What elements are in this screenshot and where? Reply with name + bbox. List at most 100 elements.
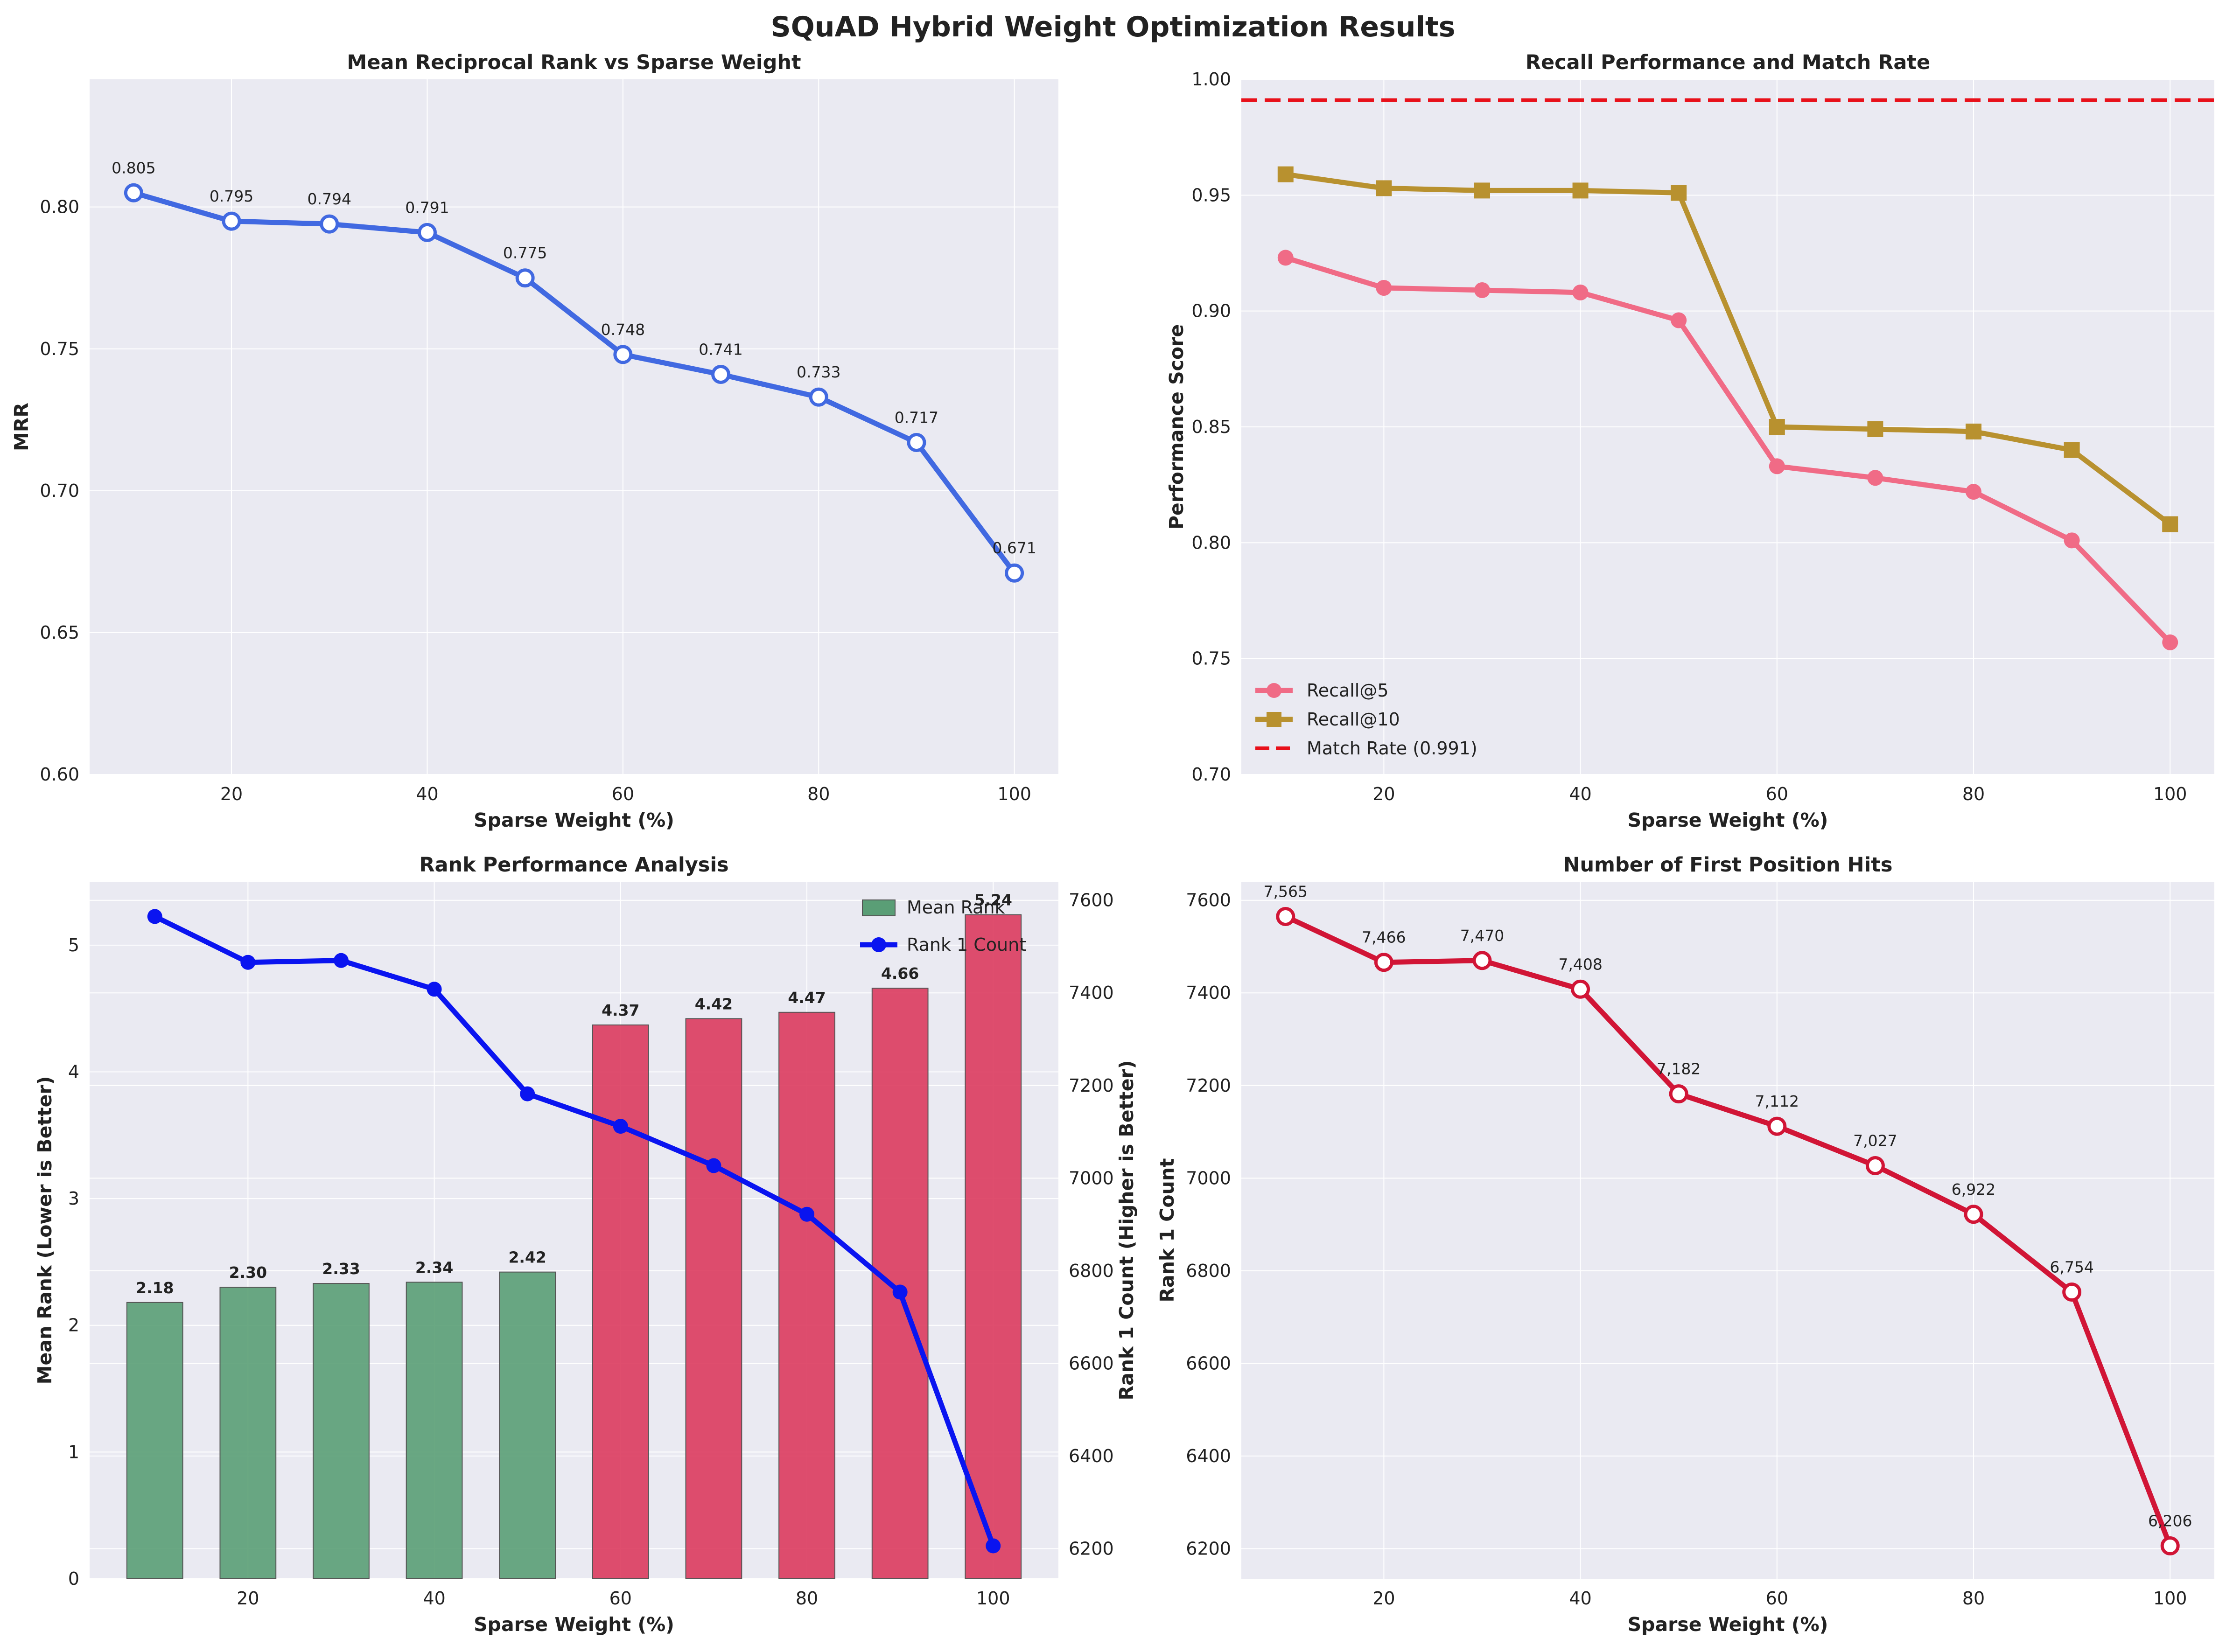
hits-data-label: 7,565 (1264, 882, 1308, 900)
mrr-ytick-label: 0.80 (40, 197, 79, 217)
rank-ytick-label: 1 (68, 1442, 79, 1462)
mrr-point (320, 214, 339, 234)
hits-ytick-label: 6200 (1186, 1538, 1231, 1559)
mean-rank-data-label: 2.18 (136, 1279, 174, 1297)
recall-xlabel: Sparse Weight (%) (1628, 809, 1828, 831)
hits-plot-area (1241, 882, 2214, 1579)
mrr-chart: 0.60 0.65 0.70 0.75 0.80 20 40 60 80 100 Mean Reci… (10, 51, 1058, 831)
mrr-data-label: 0.794 (308, 190, 351, 208)
mrr-point (907, 432, 926, 452)
recall-xtick-label: 40 (1569, 784, 1591, 804)
recall5-point (1966, 484, 1982, 500)
hits-xlabel: Sparse Weight (%) (1628, 1613, 1828, 1636)
mrr-data-label: 0.717 (895, 408, 938, 426)
rank-title: Rank Performance Analysis (419, 853, 728, 877)
rank-ytick-right-label: 6600 (1069, 1353, 1114, 1373)
mean-rank-bar (871, 988, 929, 1579)
hits-data-label: 7,182 (1657, 1060, 1701, 1078)
recall5-series-line (1285, 255, 2172, 644)
recall10-point (2162, 516, 2178, 532)
mrr-data-label: 0.741 (699, 340, 742, 358)
hits-ytick-label: 7200 (1186, 1075, 1231, 1096)
mean-rank-data-label: 4.37 (602, 1001, 639, 1019)
mrr-point (1005, 563, 1024, 583)
recall-ylabel: Performance Score (1165, 324, 1188, 530)
recall10-point (2064, 442, 2080, 458)
recall5-point (1769, 458, 1785, 474)
rank1-count-point (427, 982, 442, 997)
rank1-count-line (154, 914, 996, 1547)
rank1-count-point (706, 1158, 721, 1173)
recall-ytick-label: 0.95 (1191, 185, 1231, 205)
hits-xtick-label: 20 (1372, 1588, 1395, 1609)
rank1-count-point (147, 909, 162, 924)
recall10-point (1966, 423, 1982, 439)
recall5-point (2064, 532, 2080, 549)
hits-data-label: 7,408 (1558, 955, 1602, 973)
rank-ytick-right-label: 7000 (1069, 1168, 1114, 1188)
hits-ytick-label: 7400 (1186, 983, 1231, 1003)
mrr-data-label: 0.805 (112, 159, 155, 177)
recall-ytick-label: 0.85 (1191, 417, 1231, 437)
legend-label: Rank 1 Count (907, 934, 1026, 955)
rank-ytick-right-label: 7400 (1069, 983, 1114, 1003)
mrr-data-label: 0.748 (601, 321, 645, 339)
recall-ytick-label: 0.80 (1191, 532, 1231, 553)
mean-rank-data-label: 2.34 (415, 1258, 453, 1276)
hits-data-label: 7,470 (1460, 927, 1504, 945)
mean-rank-bar (778, 1011, 835, 1579)
rank-ylabel: Mean Rank (Lower is Better) (34, 1076, 56, 1385)
hits-point (1374, 953, 1393, 972)
mrr-point (417, 223, 437, 242)
rank-ytick-right-label: 6200 (1069, 1538, 1114, 1559)
rank-ytick-label: 3 (68, 1188, 79, 1209)
mrr-ytick-label: 0.65 (40, 622, 79, 643)
mrr-ytick-label: 0.70 (40, 481, 79, 501)
hits-ytick-label: 6800 (1186, 1261, 1231, 1281)
hits-point (2160, 1536, 2180, 1556)
mean-rank-bar (685, 1018, 742, 1579)
mrr-xtick-label: 100 (997, 784, 1031, 804)
rank-xtick-label: 40 (423, 1588, 445, 1609)
legend-label: Recall@10 (1307, 709, 1400, 730)
rank1-count-point (333, 953, 349, 968)
rank-ytick-label: 5 (68, 935, 79, 955)
mrr-point (515, 268, 535, 288)
mrr-ylabel: MRR (10, 403, 33, 451)
recall10-point (1671, 185, 1687, 201)
figure-title: SQuAD Hybrid Weight Optimization Results (771, 11, 1456, 43)
mrr-point (613, 345, 633, 364)
recall-ytick-label: 0.70 (1191, 764, 1231, 785)
recall10-point (1277, 166, 1294, 182)
hits-point (1276, 906, 1295, 926)
rank-xtick-label: 100 (976, 1588, 1010, 1609)
mean-rank-data-label: 5.24 (974, 891, 1012, 909)
hits-data-label: 6,206 (2148, 1512, 2192, 1530)
rank-ytick-right-label: 6800 (1069, 1261, 1114, 1281)
mean-rank-bar (592, 1024, 649, 1579)
mrr-data-label: 0.791 (405, 198, 449, 216)
hits-data-label: 6,754 (2050, 1258, 2093, 1276)
mrr-point (711, 364, 731, 384)
hits-xtick-label: 60 (1766, 1588, 1788, 1609)
rank-xtick-label: 60 (609, 1588, 632, 1609)
hits-point (1472, 951, 1492, 970)
rank-xtick-label: 20 (237, 1588, 259, 1609)
recall5-point (2162, 634, 2178, 650)
recall5-point (1277, 250, 1294, 266)
rank-ytick-right-label: 6400 (1069, 1446, 1114, 1466)
hits-ylabel: Rank 1 Count (1156, 1158, 1178, 1302)
hits-point (1767, 1116, 1787, 1136)
mean-rank-data-label: 2.30 (229, 1263, 267, 1282)
rank1-count-point (986, 1538, 1001, 1554)
recall-xtick-label: 60 (1766, 784, 1788, 804)
recall-chart: 0.70 0.75 0.80 0.85 0.90 0.95 1.00 20 40 60 80 100 R… (1165, 51, 2214, 831)
mrr-xtick-label: 20 (220, 784, 243, 804)
mrr-xtick-label: 40 (416, 784, 438, 804)
mrr-data-label: 0.795 (210, 187, 253, 205)
mrr-data-label: 0.775 (503, 244, 547, 262)
rank-ytick-label: 2 (68, 1315, 79, 1336)
recall-ytick-label: 0.90 (1191, 301, 1231, 321)
mean-rank-bar (126, 1302, 183, 1580)
